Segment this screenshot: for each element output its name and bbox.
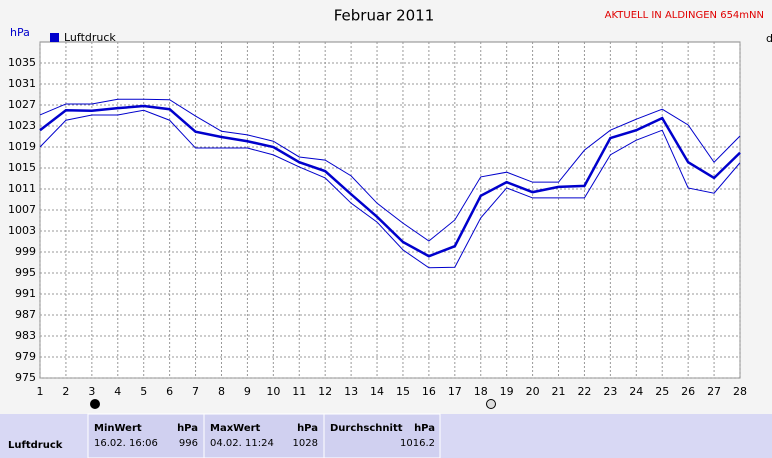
x-tick-label: 6 <box>166 385 173 398</box>
col-header: Durchschnitt <box>330 423 403 434</box>
line-series <box>39 104 741 258</box>
line-series <box>39 98 741 242</box>
legend-label: Luftdruck <box>64 31 116 44</box>
x-tick-label: 16 <box>422 385 436 398</box>
x-tick-label: 27 <box>707 385 721 398</box>
col-unit: hPa <box>414 423 435 434</box>
y-tick-label: 1031 <box>8 77 36 90</box>
col-header: MinWert <box>94 423 142 434</box>
x-tick-label: 12 <box>318 385 332 398</box>
x-tick-label: 22 <box>577 385 591 398</box>
x-tick-label: 14 <box>370 385 384 398</box>
x-tick-label: 18 <box>474 385 488 398</box>
annotation: AKTUELL IN ALDINGEN 654mNN <box>605 10 764 21</box>
x-tick-label: 8 <box>218 385 225 398</box>
y-axis-label: hPa <box>10 26 30 39</box>
x-tick-label: 4 <box>114 385 121 398</box>
table-cell <box>203 413 325 458</box>
cell-value: 996 <box>179 438 198 449</box>
y-tick-label: 1007 <box>8 203 36 216</box>
moon-icon <box>486 399 496 409</box>
y-tick-label: 991 <box>15 287 36 300</box>
y-tick-label: 975 <box>15 371 36 384</box>
col-unit: hPa <box>177 423 198 434</box>
x-tick-label: 1 <box>37 385 44 398</box>
table-cell <box>87 413 205 458</box>
x-tick-label: 19 <box>500 385 514 398</box>
x-tick-label: 2 <box>62 385 69 398</box>
x-tick-label: 25 <box>655 385 669 398</box>
y-tick-label: 1015 <box>8 161 36 174</box>
table-cell <box>323 413 441 458</box>
y-tick-label: 1003 <box>8 224 36 237</box>
x-tick-label: 23 <box>603 385 617 398</box>
stats-table: Luftdruck MinWert hPa 16.02. 16:06 996 M… <box>0 413 772 458</box>
moon-icon <box>90 399 100 409</box>
chart-title: Februar 2011 <box>334 7 435 25</box>
x-tick-label: 17 <box>448 385 462 398</box>
x-tick-label: 11 <box>292 385 306 398</box>
cell-time: 16.02. 16:06 <box>94 438 158 449</box>
y-tick-label: 1019 <box>8 140 36 153</box>
legend-swatch <box>50 33 59 42</box>
y-tick-label: 979 <box>15 350 36 363</box>
y-tick-label: 995 <box>15 266 36 279</box>
cell-time: 04.02. 11:24 <box>210 438 274 449</box>
y-tick-label: 1027 <box>8 98 36 111</box>
x-tick-label: 26 <box>681 385 695 398</box>
y-tick-label: 999 <box>15 245 36 258</box>
x-tick-label: 5 <box>140 385 147 398</box>
y-tick-label: 1023 <box>8 119 36 132</box>
row-label: Luftdruck <box>8 440 63 451</box>
x-tick-label: 10 <box>266 385 280 398</box>
y-tick-label: 1011 <box>8 182 36 195</box>
x-tick-label: 20 <box>526 385 540 398</box>
cell-value: 1028 <box>293 438 318 449</box>
x-tick-label: 13 <box>344 385 358 398</box>
y-tick-label: 987 <box>15 308 36 321</box>
line-series <box>39 109 741 269</box>
x-tick-label: 28 <box>733 385 747 398</box>
x-tick-label: 3 <box>88 385 95 398</box>
x-tick-label: 7 <box>192 385 199 398</box>
annotation: d <box>766 32 772 45</box>
x-tick-label: 21 <box>552 385 566 398</box>
y-tick-label: 983 <box>15 329 36 342</box>
x-tick-label: 24 <box>629 385 643 398</box>
col-unit: hPa <box>297 423 318 434</box>
cell-value: 1016.2 <box>400 438 435 449</box>
x-tick-label: 9 <box>244 385 251 398</box>
x-tick-label: 15 <box>396 385 410 398</box>
col-header: MaxWert <box>210 423 261 434</box>
y-tick-label: 1035 <box>8 56 36 69</box>
